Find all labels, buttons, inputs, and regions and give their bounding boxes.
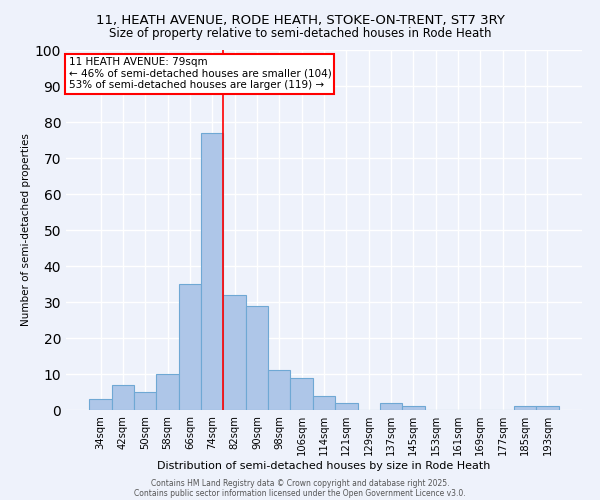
Text: 11 HEATH AVENUE: 79sqm
← 46% of semi-detached houses are smaller (104)
53% of se: 11 HEATH AVENUE: 79sqm ← 46% of semi-det… xyxy=(68,57,331,90)
Bar xyxy=(134,392,157,410)
Bar xyxy=(380,403,402,410)
X-axis label: Distribution of semi-detached houses by size in Rode Heath: Distribution of semi-detached houses by … xyxy=(157,461,491,471)
Text: Contains public sector information licensed under the Open Government Licence v3: Contains public sector information licen… xyxy=(134,488,466,498)
Text: Contains HM Land Registry data © Crown copyright and database right 2025.: Contains HM Land Registry data © Crown c… xyxy=(151,478,449,488)
Bar xyxy=(157,374,179,410)
Bar xyxy=(335,403,358,410)
Bar xyxy=(536,406,559,410)
Bar xyxy=(514,406,536,410)
Bar xyxy=(268,370,290,410)
Bar xyxy=(402,406,425,410)
Bar xyxy=(246,306,268,410)
Bar xyxy=(201,133,223,410)
Text: Size of property relative to semi-detached houses in Rode Heath: Size of property relative to semi-detach… xyxy=(109,28,491,40)
Text: 11, HEATH AVENUE, RODE HEATH, STOKE-ON-TRENT, ST7 3RY: 11, HEATH AVENUE, RODE HEATH, STOKE-ON-T… xyxy=(95,14,505,27)
Y-axis label: Number of semi-detached properties: Number of semi-detached properties xyxy=(20,134,31,326)
Bar xyxy=(89,399,112,410)
Bar xyxy=(313,396,335,410)
Bar xyxy=(223,295,246,410)
Bar xyxy=(112,385,134,410)
Bar xyxy=(290,378,313,410)
Bar xyxy=(179,284,201,410)
